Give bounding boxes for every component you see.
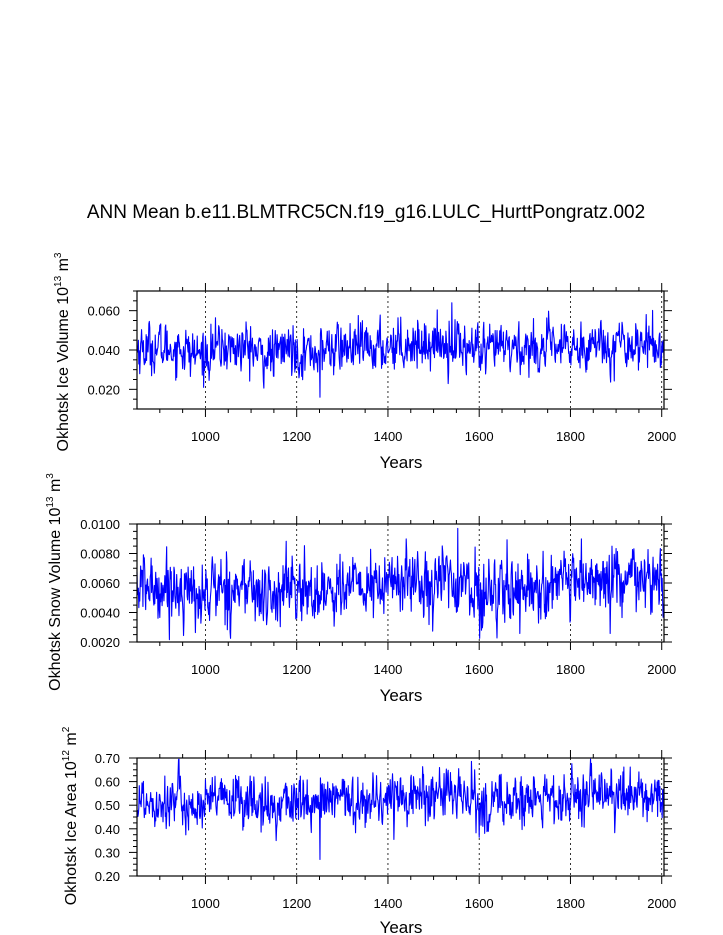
xtick-label-1000: 1000 — [191, 429, 220, 444]
series-line-ice-area — [136, 758, 665, 861]
xtick-label-1800: 1800 — [556, 429, 585, 444]
series-line-ice-volume — [136, 302, 665, 398]
ytick-label-0.040: 0.040 — [87, 343, 120, 358]
xtick-label-1400: 1400 — [373, 662, 402, 677]
xtick-label-1000: 1000 — [191, 662, 220, 677]
ytick-label-0.20: 0.20 — [95, 869, 120, 884]
xtick-label-1000: 1000 — [191, 896, 220, 911]
ytick-label-0.020: 0.020 — [87, 382, 120, 397]
xtick-label-2000: 2000 — [647, 896, 676, 911]
xtick-label-1600: 1600 — [465, 662, 494, 677]
panel-snow-volume: Okhotsk Snow Volume 1013 m3 Years 1000 12… — [45, 473, 676, 705]
ylabel-ice-area: Okhotsk Ice Area 1012 m2 — [61, 726, 80, 905]
ytick-label-0.0100: 0.0100 — [80, 517, 120, 532]
xlabel-snow-volume: Years — [380, 686, 423, 705]
ylabel-snow-volume: Okhotsk Snow Volume 1013 m3 — [45, 473, 64, 691]
ytick-label-0.0040: 0.0040 — [80, 606, 120, 621]
ylabel-ice-volume: Okhotsk Ice Volume 1013 m3 — [53, 252, 72, 451]
panel-ice-area: Okhotsk Ice Area 1012 m2 Years 1000 1200 1… — [61, 726, 676, 935]
ytick-label-0.060: 0.060 — [87, 304, 120, 319]
xtick-label-2000: 2000 — [647, 662, 676, 677]
ytick-label-0.50: 0.50 — [95, 798, 120, 813]
ytick-label-0.0060: 0.0060 — [80, 576, 120, 591]
ytick-label-0.0020: 0.0020 — [80, 635, 120, 650]
plot-frame-ice-area — [136, 757, 665, 877]
panel-ice-volume: Okhotsk Ice Volume 1013 m3 Years 1000 120… — [53, 252, 676, 472]
ytick-label-0.60: 0.60 — [95, 775, 120, 790]
xtick-label-1600: 1600 — [465, 896, 494, 911]
xtick-label-1800: 1800 — [556, 662, 585, 677]
xtick-label-1800: 1800 — [556, 896, 585, 911]
xtick-label-1400: 1400 — [373, 429, 402, 444]
ytick-label-0.0080: 0.0080 — [80, 547, 120, 562]
xtick-label-1200: 1200 — [282, 662, 311, 677]
xlabel-ice-area: Years — [380, 918, 423, 935]
xtick-label-1200: 1200 — [282, 429, 311, 444]
series-line-snow-volume — [136, 527, 665, 641]
xtick-label-1200: 1200 — [282, 896, 311, 911]
xtick-label-1400: 1400 — [373, 896, 402, 911]
xtick-label-2000: 2000 — [647, 429, 676, 444]
xtick-label-1600: 1600 — [465, 429, 494, 444]
ytick-label-0.40: 0.40 — [95, 822, 120, 837]
xlabel-ice-volume: Years — [380, 453, 423, 472]
figure-title: ANN Mean b.e11.BLMTRC5CN.f19_g16.LULC_Hu… — [87, 202, 645, 223]
ytick-label-0.70: 0.70 — [95, 751, 120, 766]
ytick-label-0.30: 0.30 — [95, 845, 120, 860]
